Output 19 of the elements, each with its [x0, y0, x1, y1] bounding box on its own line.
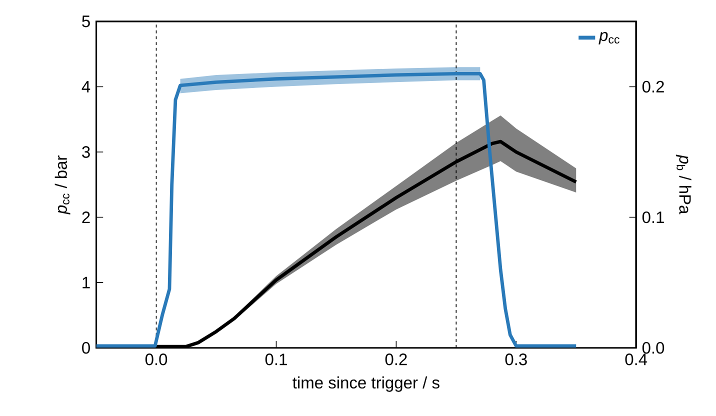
line-series [96, 72, 578, 348]
y-tick-label: 1 [82, 276, 90, 288]
y-tick-label: 3 [82, 146, 90, 158]
x-axis-title: time since trigger / s [292, 376, 440, 392]
x-tick-label: 0.2 [385, 354, 407, 366]
y2-axis-title: p$_{b}$ / hPa [676, 154, 692, 214]
y-axis-title: p$_{cc}$ / bar [54, 155, 70, 214]
x-tick-label: 0.3 [505, 354, 527, 366]
y-tick-label: 4 [82, 81, 90, 92]
y2-tick-label: 0.2 [642, 80, 664, 93]
y2-tick-label: 0.1 [642, 211, 664, 224]
x-tick-label: 0.0 [145, 354, 168, 366]
y2-tick-label: 0.0 [642, 342, 664, 354]
x-tick-label: 0.1 [265, 354, 287, 366]
x-tick-label: 0.4 [625, 354, 648, 366]
y-tick-label: 0 [82, 342, 90, 354]
y-tick-label: 5 [82, 16, 90, 28]
legend-label: p$_{cc}$ [598, 32, 620, 44]
y-tick-label: 2 [82, 211, 90, 224]
